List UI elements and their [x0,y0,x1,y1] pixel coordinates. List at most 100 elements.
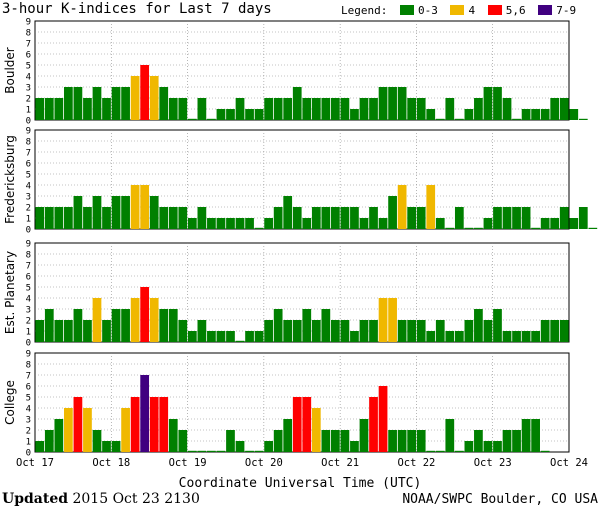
bar [302,218,312,229]
bar [311,408,321,452]
bar [321,430,331,452]
bar [178,430,188,452]
bar [92,298,102,342]
bar [340,320,350,342]
bar [254,450,264,452]
panel-name: Fredericksburg [3,135,17,224]
bar [273,207,283,229]
y-tick-label: 4 [26,405,31,415]
bar [321,98,331,120]
legend: Legend: 0-3 4 5,6 7-9 [341,4,576,17]
y-tick-label: 7 [26,149,31,159]
bar [44,98,54,120]
bar [207,118,216,120]
bar [540,320,550,342]
bar [226,331,235,342]
bar [83,320,92,342]
bar [340,207,350,229]
bar [407,430,417,452]
y-tick-label: 0 [26,226,31,236]
bar [502,98,512,120]
bar [283,196,293,229]
bar [226,109,235,120]
chart-title: 3-hour K-indices for Last 7 days [2,1,272,17]
bar [178,207,188,229]
y-tick-label: 0 [26,449,31,459]
bar [187,331,197,342]
bar [454,450,464,452]
y-tick-label: 5 [26,394,31,404]
panel-frame [34,129,570,230]
bar [64,207,73,229]
panel-name: Est. Planetary [3,251,17,334]
bar [388,87,397,120]
bar [140,65,150,120]
bar [569,109,579,120]
bar [54,207,64,229]
bar [464,441,474,452]
bar [445,98,455,120]
bar [159,397,169,452]
bar [235,340,245,342]
bar [140,375,150,452]
bar [168,419,178,452]
y-tick-label: 9 [26,240,31,250]
y-tick-label: 2 [26,427,31,437]
x-tick-label: Oct 21 [321,457,359,469]
y-tick-label: 5 [26,284,31,294]
bar [44,207,54,229]
bar [512,331,521,342]
bar [483,441,493,452]
bar [130,397,140,452]
x-axis-label: Coordinate Universal Time (UTC) [178,476,422,491]
panel-name: Boulder [3,47,17,94]
bar [111,309,121,342]
bar [121,309,130,342]
y-tick-label: 1 [26,215,31,225]
bar [531,331,540,342]
bar [512,207,521,229]
bar [245,450,254,452]
bar [92,430,102,452]
panel-frame [34,20,570,121]
bar [44,430,54,452]
bar [407,98,417,120]
legend-text-storm: 5,6 [505,4,526,17]
bar [359,320,369,342]
bar [493,309,502,342]
bar [187,218,197,229]
y-tick-label: 0 [26,339,31,349]
bar [207,331,216,342]
bar [540,450,550,452]
bar [493,441,502,452]
bar [102,441,111,452]
source-credit: NOAA/SWPC Boulder, CO USA [402,492,598,507]
bar [540,109,550,120]
legend-swatch-active [450,5,465,15]
bar [426,331,436,342]
y-tick-label: 2 [26,204,31,214]
legend-text-active: 4 [468,4,476,17]
bar [140,185,150,229]
bar [311,320,321,342]
y-tick-label: 8 [26,138,31,148]
bar [388,196,397,229]
bar [454,207,464,229]
bar [254,227,264,229]
bar [416,320,426,342]
bar [168,207,178,229]
bar [521,331,531,342]
bar [502,430,512,452]
bar [378,218,388,229]
bar [483,218,493,229]
bar [559,207,569,229]
bar [121,87,130,120]
y-tick-label: 9 [26,18,31,28]
bar [521,207,531,229]
panel-frame [34,242,570,343]
bar [464,109,474,120]
y-tick-label: 1 [26,438,31,448]
bar [397,320,407,342]
bar [226,218,235,229]
